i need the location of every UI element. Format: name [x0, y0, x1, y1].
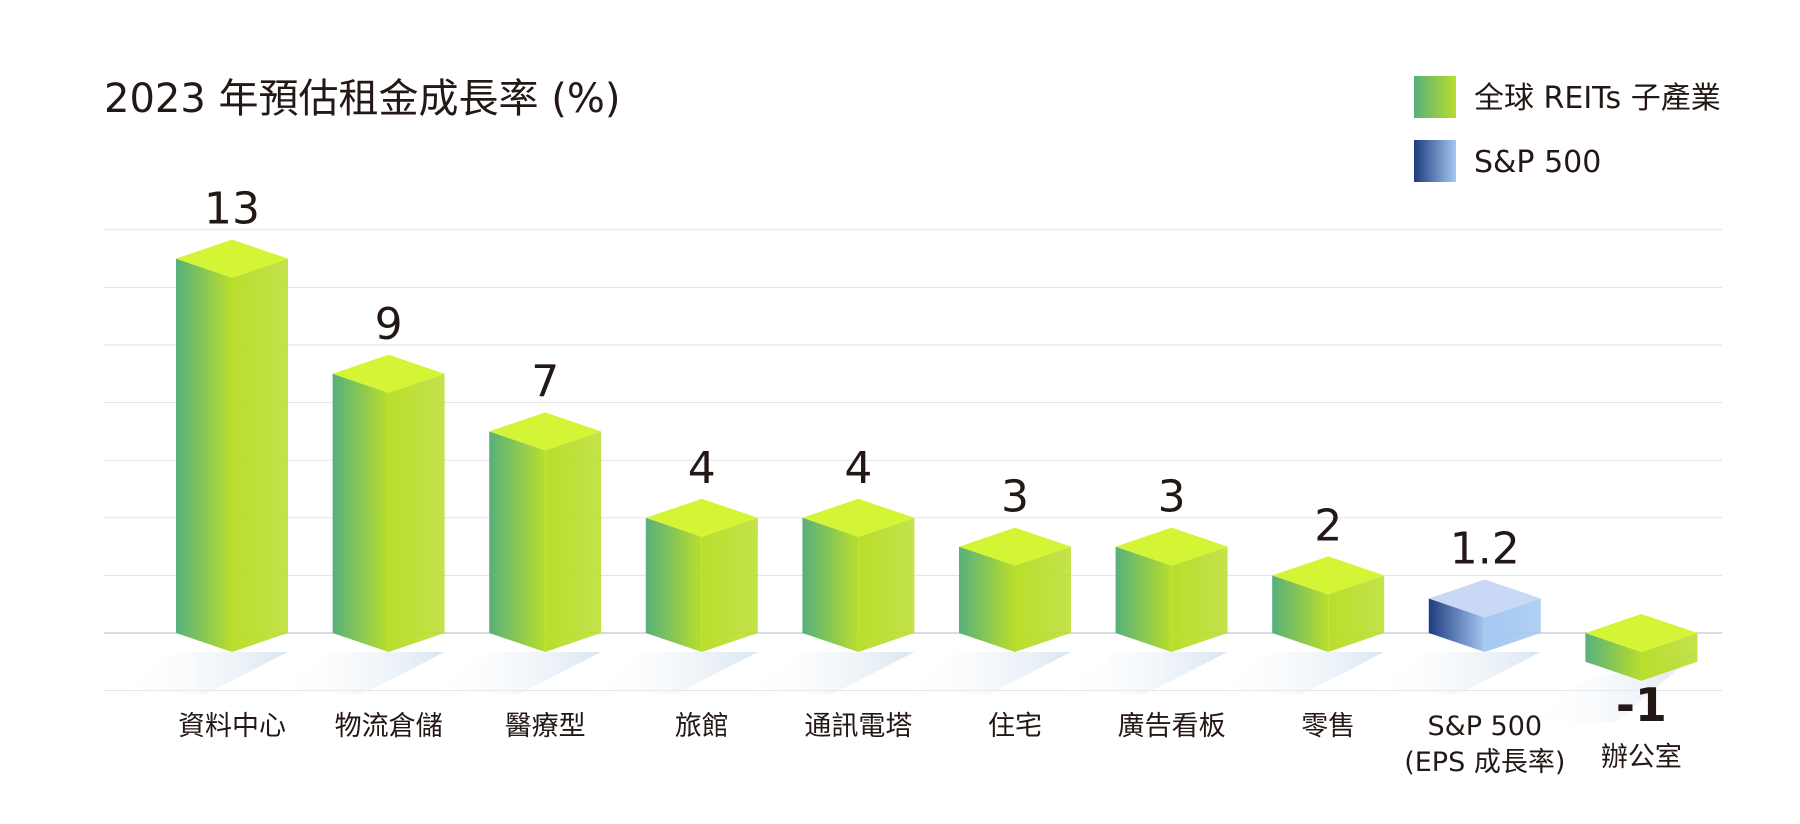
bar-left-face — [645, 517, 702, 652]
bar-right-face — [232, 258, 288, 652]
bar-shadow — [1055, 652, 1228, 694]
value-label: 4 — [844, 443, 872, 494]
bar-shadow — [585, 652, 758, 694]
value-label: 13 — [204, 184, 260, 235]
bar-top-face — [645, 498, 758, 537]
bar-top-face — [1585, 614, 1698, 652]
category-label: 零售 — [1301, 711, 1355, 742]
bar-shadow — [899, 652, 1071, 694]
bar-right-face — [1328, 575, 1385, 652]
bar — [176, 239, 288, 652]
bar-shadow — [1368, 652, 1541, 694]
bar-shadow — [429, 652, 602, 694]
bar-shadow — [116, 652, 288, 694]
bar-right-face — [701, 517, 758, 652]
value-label: -1 — [1616, 678, 1667, 732]
bar-right-face — [1015, 546, 1071, 652]
legend-swatch — [1414, 140, 1456, 182]
bar-right-face — [388, 373, 445, 652]
value-label: 2 — [1314, 500, 1342, 551]
bar-top-face — [1428, 579, 1541, 618]
legend-swatch — [1414, 76, 1456, 118]
bar — [332, 354, 445, 652]
bar-shadow — [272, 652, 445, 694]
bar — [1428, 579, 1541, 652]
bar-right-face — [1484, 598, 1541, 652]
bar — [959, 527, 1071, 652]
chart-title: 2023 年預估租金成長率 (%) — [104, 76, 620, 122]
category-label: 通訊電塔 — [804, 711, 912, 742]
bar-top-face — [176, 239, 288, 278]
bar — [1272, 556, 1385, 652]
bar-right-face — [1171, 546, 1228, 652]
bar-left-face — [489, 431, 546, 652]
category-label: 住宅 — [988, 711, 1042, 742]
bar-top-face — [332, 354, 445, 393]
bar-top-face — [489, 412, 602, 451]
legend-label: S&P 500 — [1474, 145, 1601, 180]
category-label: S&P 500 — [1428, 711, 1543, 742]
bar-left-face — [802, 517, 859, 652]
bar-top-face — [959, 527, 1071, 566]
bar-left-face — [959, 546, 1015, 652]
bar — [489, 412, 602, 652]
bar-right-face — [858, 517, 915, 652]
bar-left-face — [332, 373, 389, 652]
bars — [176, 239, 1698, 681]
bar — [645, 498, 758, 652]
bar-left-face — [176, 258, 232, 652]
category-label: 物流倉儲 — [335, 711, 443, 742]
bar-right-face — [1641, 633, 1698, 681]
category-label: 資料中心 — [178, 711, 286, 742]
bar-top-face — [1115, 527, 1228, 566]
legend-label: 全球 REITs 子產業 — [1474, 81, 1721, 116]
bar-top-face — [802, 498, 915, 537]
legend: 全球 REITs 子產業 S&P 500 — [1414, 76, 1721, 182]
category-label: 醫療型 — [505, 711, 586, 742]
value-label: 1.2 — [1450, 523, 1520, 574]
category-label: 廣告看板 — [1118, 711, 1226, 742]
bar-shadows — [116, 652, 1698, 723]
value-label: 9 — [375, 299, 403, 350]
bar — [802, 498, 915, 652]
category-label: 辦公室 — [1601, 742, 1682, 773]
bar-left-face — [1272, 575, 1329, 652]
category-label: 旅館 — [675, 711, 729, 742]
category-sublabel: (EPS 成長率) — [1404, 747, 1565, 778]
bar-shadow — [742, 652, 915, 694]
bar-left-face — [1115, 546, 1172, 652]
bar-left-face — [1428, 598, 1485, 652]
labels: 13 資料中心 9 物流倉儲 7 醫療型 4 旅館 4 通訊電塔 3 住宅 3 廣告看板 2 零售 1.2 S&P… — [178, 184, 1682, 778]
value-label: 3 — [1001, 472, 1029, 523]
bar-right-face — [545, 431, 602, 652]
bar-left-face — [1585, 633, 1642, 681]
bar — [1585, 614, 1698, 681]
bar-shadow — [1212, 652, 1385, 694]
bar-top-face — [1272, 556, 1385, 595]
bar — [1115, 527, 1228, 652]
value-label: 7 — [531, 356, 559, 407]
value-label: 4 — [688, 443, 716, 494]
value-label: 3 — [1158, 472, 1186, 523]
